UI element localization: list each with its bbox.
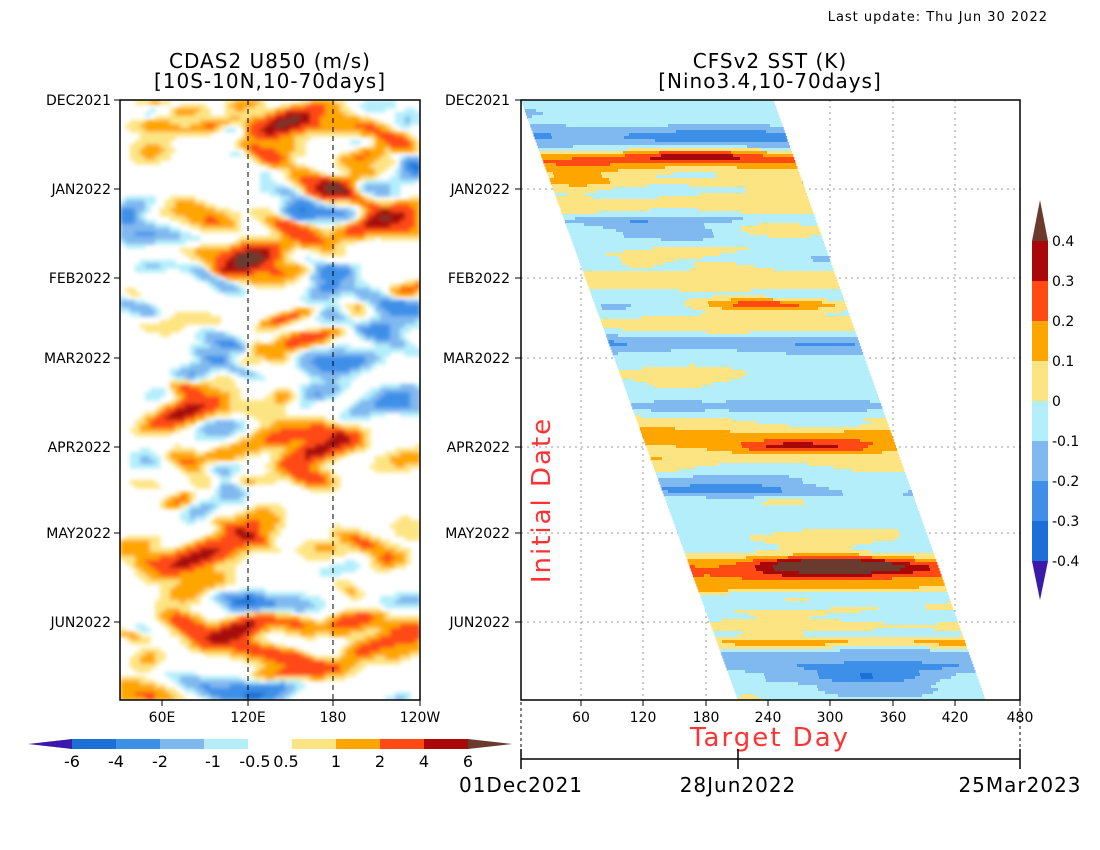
- u850-colorbar-label: 6: [463, 752, 473, 771]
- u850-colorbar-label: -1: [205, 752, 221, 771]
- date-label-mid: 28Jun2022: [680, 773, 797, 797]
- u850-x-tick: 180: [320, 700, 346, 726]
- date-label-start: 01Dec2021: [459, 773, 583, 797]
- sst-x-tick: 180: [693, 700, 719, 726]
- sst-y-tick: DEC2021: [445, 93, 521, 109]
- sst-colorbar: 0.4 0.3 0.2 0.1 0 -0.1 -0.2 -0.3 -0.4: [1032, 200, 1079, 600]
- u850-subtitle: [10S-10N,10-70days]: [154, 69, 386, 93]
- u850-colorbar-label: -2: [152, 752, 168, 771]
- sst-colorbar-highcap: [1032, 200, 1048, 241]
- u850-colorbar-label: 2: [375, 752, 385, 771]
- sst-colorbar-swatch: [1032, 401, 1048, 441]
- sst-x-tick: 240: [755, 700, 781, 726]
- u850-colorbar-swatch: [380, 739, 424, 749]
- u850-panel: CDAS2 U850 (m/s) [10S-10N,10-70days] DEC…: [44, 49, 440, 726]
- sst-colorbar-label: -0.3: [1052, 514, 1079, 530]
- u850-x-tick: 120E: [230, 700, 266, 726]
- u850-colorbar-label: 0.5: [273, 752, 298, 771]
- sst-ylabel: Initial Date: [527, 417, 557, 583]
- u850-y-tick: JAN2022: [50, 182, 120, 198]
- sst-y-tick: MAR2022: [443, 351, 521, 367]
- sst-x-tick: 60: [572, 700, 590, 726]
- sst-colorbar-swatch: [1032, 241, 1048, 281]
- sst-colorbar-label: 0: [1052, 394, 1061, 410]
- sst-colorbar-swatch: [1032, 521, 1048, 561]
- u850-frame: [119, 99, 421, 701]
- u850-colorbar-label: -6: [64, 752, 80, 771]
- u850-colorbar-swatch: [336, 739, 380, 749]
- sst-colorbar-swatch: [1032, 361, 1048, 401]
- u850-colorbar-swatch: [248, 739, 292, 749]
- u850-title: CDAS2 U850 (m/s): [169, 49, 371, 73]
- u850-colorbar-lowcap: [28, 739, 72, 749]
- u850-y-tick: APR2022: [48, 440, 120, 456]
- u850-colorbar-highcap: [468, 739, 512, 749]
- last-update-text: Last update: Thu Jun 30 2022: [828, 10, 1048, 25]
- sst-colorbar-label: 0.4: [1052, 234, 1074, 250]
- sst-hovmoller-field: [521, 100, 986, 700]
- u850-colorbar-label: -4: [108, 752, 124, 771]
- u850-colorbar-swatch: [204, 739, 248, 749]
- u850-colorbar-label: -0.5: [239, 752, 270, 771]
- sst-y-tick: MAY2022: [445, 526, 521, 542]
- date-label-end: 25Mar2023: [958, 773, 1081, 797]
- u850-y-tick: MAY2022: [46, 526, 120, 542]
- sst-colorbar-swatch: [1032, 281, 1048, 321]
- u850-y-tick: FEB2022: [49, 271, 120, 287]
- sst-colorbar-label: -0.2: [1052, 474, 1079, 490]
- sst-colorbar-label: 0.1: [1052, 354, 1074, 370]
- sst-colorbar-swatch: [1032, 321, 1048, 361]
- sst-y-tick: APR2022: [447, 440, 521, 456]
- u850-colorbar: -6 -4 -2 -1 -0.5 0.5 1 2 4 6: [28, 739, 512, 771]
- sst-y-tick: JUN2022: [449, 615, 521, 631]
- sst-panel: CFSv2 SST (K) [Nino3.4,10-70days] DEC202…: [443, 49, 1081, 797]
- sst-y-tick: JAN2022: [449, 182, 521, 198]
- date-axis: 01Dec2021 28Jun2022 25Mar2023: [459, 702, 1081, 797]
- u850-colorbar-label: 4: [419, 752, 429, 771]
- sst-colorbar-label: -0.1: [1052, 434, 1079, 450]
- sst-colorbar-lowcap: [1032, 561, 1048, 600]
- u850-hovmoller-field: [120, 100, 420, 700]
- u850-x-tick: 60E: [149, 700, 175, 726]
- sst-colorbar-swatch: [1032, 481, 1048, 521]
- u850-colorbar-swatch: [292, 739, 336, 749]
- sst-y-tick: FEB2022: [448, 271, 521, 287]
- sst-colorbar-label: -0.4: [1052, 554, 1079, 570]
- u850-y-tick: MAR2022: [44, 351, 120, 367]
- sst-x-tick: 120: [630, 700, 656, 726]
- sst-xlabel: Target Day: [689, 723, 850, 753]
- sst-x-tick: 300: [817, 700, 843, 726]
- u850-y-tick: DEC2021: [46, 93, 120, 109]
- sst-colorbar-label: 0.2: [1052, 314, 1074, 330]
- sst-x-tick: 420: [942, 700, 968, 726]
- u850-colorbar-label: 1: [331, 752, 341, 771]
- u850-x-tick: 120W: [400, 700, 440, 726]
- u850-y-tick: JUN2022: [50, 615, 120, 631]
- u850-colorbar-swatch: [160, 739, 204, 749]
- u850-colorbar-swatch: [424, 739, 468, 749]
- sst-colorbar-label: 0.3: [1052, 274, 1074, 290]
- u850-colorbar-swatch: [72, 739, 116, 749]
- sst-subtitle: [Nino3.4,10-70days]: [658, 69, 882, 93]
- sst-colorbar-swatch: [1032, 441, 1048, 481]
- sst-title: CFSv2 SST (K): [693, 49, 847, 73]
- u850-colorbar-swatch: [116, 739, 160, 749]
- sst-frame: [520, 99, 1021, 701]
- sst-x-tick: 360: [880, 700, 906, 726]
